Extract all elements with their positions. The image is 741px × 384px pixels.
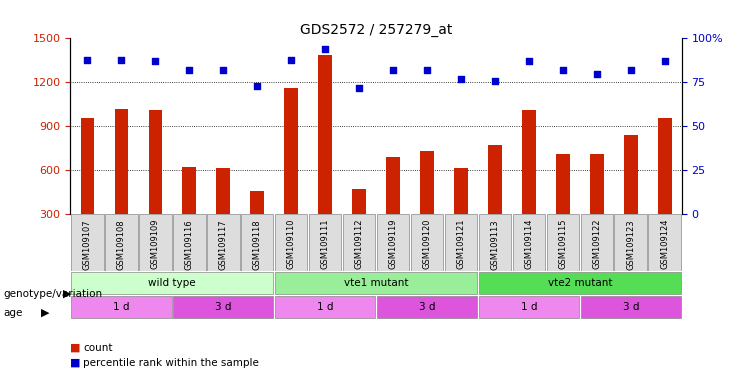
Point (421, 67, 433, 73)
Text: GSM109119: GSM109119 (388, 219, 397, 270)
Text: GSM109117: GSM109117 (219, 219, 227, 270)
FancyBboxPatch shape (376, 296, 477, 318)
Bar (319, 55, 332, 214)
FancyBboxPatch shape (479, 272, 681, 294)
Point (251, 83, 263, 89)
FancyBboxPatch shape (71, 214, 104, 271)
Text: GSM109109: GSM109109 (151, 219, 160, 270)
Title: GDS2572 / 257279_at: GDS2572 / 257279_at (300, 23, 452, 37)
Point (353, 84, 365, 91)
Point (557, 67, 569, 73)
Text: GSM109114: GSM109114 (525, 219, 534, 270)
Bar (115, 109, 128, 214)
Bar (81, 118, 94, 214)
Text: GSM109116: GSM109116 (185, 219, 193, 270)
Text: GSM109112: GSM109112 (355, 219, 364, 270)
Point (285, 56, 297, 63)
Text: vte2 mutant: vte2 mutant (548, 278, 612, 288)
Point (217, 67, 229, 73)
Point (387, 67, 399, 73)
FancyBboxPatch shape (275, 296, 376, 318)
Bar (148, 110, 162, 214)
Text: GSM109123: GSM109123 (626, 219, 635, 270)
FancyBboxPatch shape (445, 214, 477, 271)
Bar (182, 167, 196, 214)
Text: 1 d: 1 d (317, 302, 333, 312)
Text: GSM109122: GSM109122 (592, 219, 601, 270)
FancyBboxPatch shape (547, 214, 579, 271)
Text: GSM109121: GSM109121 (456, 219, 465, 270)
Bar (556, 154, 570, 214)
FancyBboxPatch shape (513, 214, 545, 271)
Text: wild type: wild type (148, 278, 196, 288)
Text: GSM109113: GSM109113 (491, 219, 499, 270)
FancyBboxPatch shape (275, 214, 308, 271)
Text: GSM109108: GSM109108 (117, 219, 126, 270)
FancyBboxPatch shape (411, 214, 443, 271)
Text: count: count (83, 343, 113, 353)
Text: GSM109111: GSM109111 (321, 219, 330, 270)
FancyBboxPatch shape (173, 296, 273, 318)
FancyBboxPatch shape (309, 214, 342, 271)
Bar (250, 191, 264, 214)
FancyBboxPatch shape (376, 214, 409, 271)
Bar (658, 118, 671, 214)
Point (116, 56, 127, 63)
Point (591, 71, 602, 77)
Text: GSM109107: GSM109107 (83, 219, 92, 270)
Point (523, 58, 535, 65)
Text: GSM109120: GSM109120 (422, 219, 431, 270)
Point (659, 58, 671, 65)
Bar (285, 88, 298, 214)
Text: GSM109124: GSM109124 (660, 219, 669, 270)
Text: 1 d: 1 d (521, 302, 537, 312)
Point (82, 56, 93, 63)
Text: ▶: ▶ (41, 308, 49, 318)
FancyBboxPatch shape (648, 214, 681, 271)
FancyBboxPatch shape (139, 214, 172, 271)
Text: ▶: ▶ (63, 289, 71, 299)
Text: ■: ■ (70, 343, 81, 353)
Point (455, 76, 467, 82)
Bar (352, 189, 366, 214)
Text: 1 d: 1 d (113, 302, 130, 312)
Text: GSM109110: GSM109110 (287, 219, 296, 270)
FancyBboxPatch shape (479, 296, 579, 318)
Text: genotype/variation: genotype/variation (4, 289, 103, 299)
Text: ■: ■ (70, 358, 81, 368)
Bar (216, 168, 230, 214)
Bar (488, 146, 502, 214)
FancyBboxPatch shape (580, 296, 681, 318)
Text: 3 d: 3 d (622, 302, 639, 312)
FancyBboxPatch shape (173, 214, 205, 271)
Bar (386, 157, 400, 214)
Point (183, 67, 195, 73)
Text: age: age (4, 308, 23, 318)
Point (489, 78, 501, 84)
FancyBboxPatch shape (241, 214, 273, 271)
Bar (454, 168, 468, 214)
FancyBboxPatch shape (479, 214, 511, 271)
Bar (420, 151, 433, 214)
Bar (624, 135, 637, 214)
FancyBboxPatch shape (71, 272, 273, 294)
FancyBboxPatch shape (343, 214, 376, 271)
Text: percentile rank within the sample: percentile rank within the sample (83, 358, 259, 368)
Bar (522, 110, 536, 214)
Text: GSM109115: GSM109115 (559, 219, 568, 270)
Bar (590, 154, 604, 214)
Point (625, 67, 637, 73)
Point (150, 58, 162, 65)
FancyBboxPatch shape (580, 214, 613, 271)
FancyBboxPatch shape (71, 296, 172, 318)
Text: vte1 mutant: vte1 mutant (344, 278, 408, 288)
FancyBboxPatch shape (275, 272, 477, 294)
Point (319, 46, 331, 52)
Text: GSM109118: GSM109118 (253, 219, 262, 270)
FancyBboxPatch shape (207, 214, 239, 271)
FancyBboxPatch shape (614, 214, 647, 271)
Text: 3 d: 3 d (215, 302, 231, 312)
FancyBboxPatch shape (105, 214, 138, 271)
Text: 3 d: 3 d (419, 302, 435, 312)
